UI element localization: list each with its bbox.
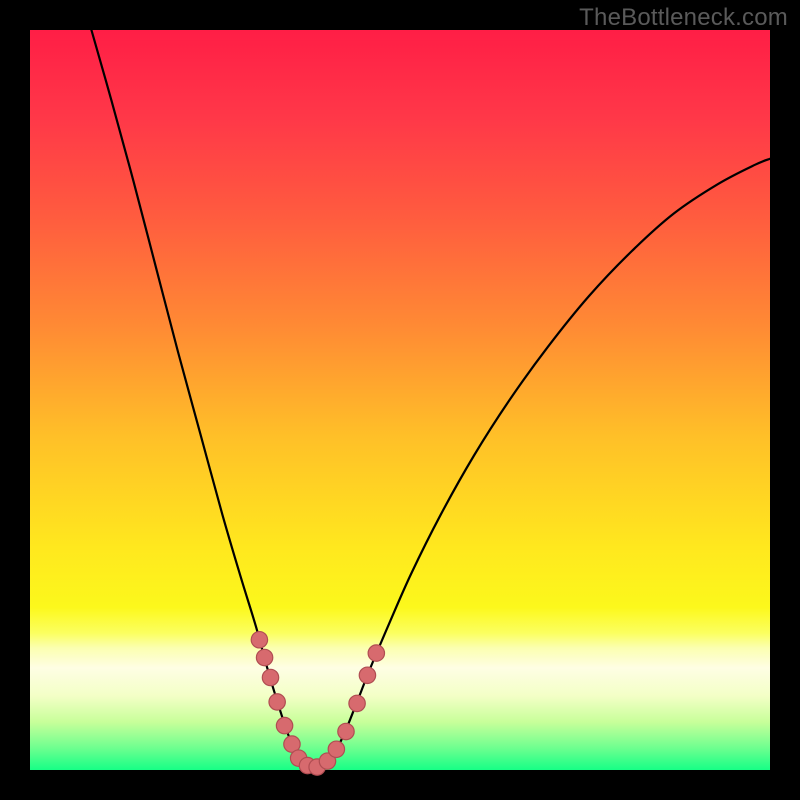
bead-marker [269, 694, 285, 710]
bead-marker [256, 649, 272, 665]
bead-marker [359, 667, 375, 683]
bead-marker [368, 645, 384, 661]
bead-marker [349, 695, 365, 711]
bead-marker [262, 669, 278, 685]
bead-marker [328, 741, 344, 757]
bead-marker [251, 632, 267, 648]
bead-marker [338, 723, 354, 739]
watermark-text: TheBottleneck.com [579, 4, 788, 32]
gradient-background [30, 30, 770, 770]
bottleneck-chart [0, 0, 800, 800]
bead-marker [276, 717, 292, 733]
